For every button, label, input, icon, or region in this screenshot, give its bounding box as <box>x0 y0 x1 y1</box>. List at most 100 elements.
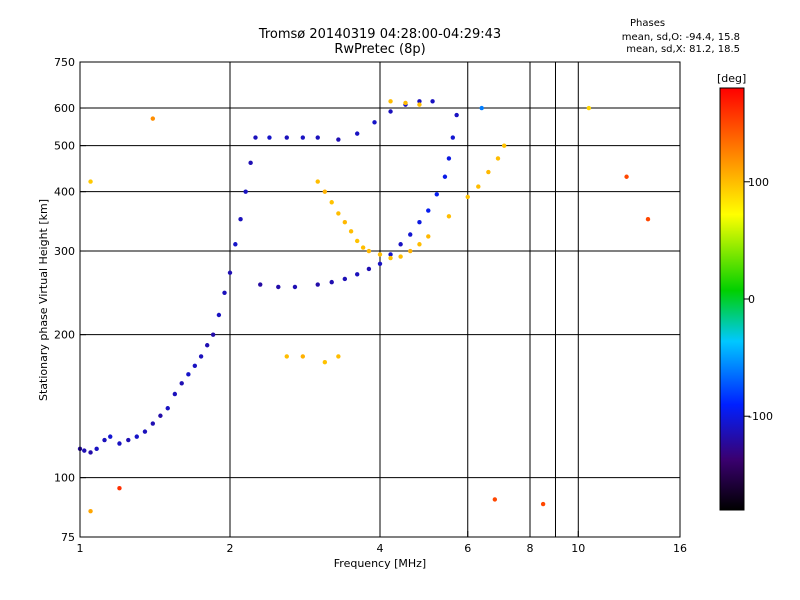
data-point <box>450 135 456 140</box>
data-point <box>426 234 431 239</box>
data-point <box>442 174 448 179</box>
phase-heading: Phases <box>630 18 666 29</box>
data-point <box>336 211 341 216</box>
data-point <box>117 486 122 491</box>
data-point <box>179 381 184 386</box>
data-point <box>238 217 243 222</box>
x-tick-label: 4 <box>377 542 384 555</box>
data-point <box>186 372 191 377</box>
data-point <box>486 169 491 175</box>
data-point <box>417 219 422 225</box>
data-point <box>82 448 87 453</box>
y-axis-label: Stationary phase Virtual Height [km] <box>37 199 50 401</box>
data-point <box>248 160 253 166</box>
data-point <box>446 214 452 219</box>
colorbar-tick-label: -100 <box>748 410 773 423</box>
chart-subtitle: RwPretec (8p) <box>334 42 426 57</box>
data-points <box>77 99 651 514</box>
x-tick-label: 6 <box>464 542 471 555</box>
y-tick-label: 750 <box>54 56 75 69</box>
colorbar-tick-label: 100 <box>748 176 769 189</box>
data-point <box>172 391 178 397</box>
data-point <box>94 446 99 452</box>
data-point <box>454 112 459 118</box>
data-point <box>329 200 334 205</box>
x-tick-label: 2 <box>227 542 234 555</box>
data-point <box>292 284 298 290</box>
y-tick-label: 400 <box>54 186 75 199</box>
data-point <box>388 99 393 104</box>
data-point <box>417 102 422 107</box>
data-point <box>284 354 289 359</box>
data-point <box>586 105 592 111</box>
data-point <box>216 312 222 318</box>
data-point <box>465 194 470 200</box>
y-tick-label: 500 <box>54 140 75 153</box>
data-point <box>398 242 403 247</box>
data-point <box>501 143 507 148</box>
data-point <box>150 421 156 426</box>
data-point <box>645 217 651 222</box>
axis-ticks: 1 2 4 6 8 10 16 75 100 200 300 400 500 600 750 <box>54 56 687 555</box>
data-point <box>267 135 272 140</box>
data-point <box>430 99 435 104</box>
data-point <box>315 135 320 140</box>
data-point <box>253 135 258 140</box>
data-point <box>492 497 498 502</box>
data-point <box>300 135 306 140</box>
y-tick-label: 100 <box>54 472 75 485</box>
data-point <box>417 242 422 247</box>
data-point <box>222 290 227 296</box>
data-point <box>102 437 107 443</box>
data-point <box>150 116 156 121</box>
data-point <box>366 248 372 254</box>
data-point <box>284 135 289 140</box>
data-point <box>336 137 341 142</box>
data-point <box>158 413 163 418</box>
grid-lines <box>80 62 680 537</box>
x-tick-label: 10 <box>571 542 585 555</box>
data-point <box>476 184 481 189</box>
data-point <box>322 360 328 365</box>
data-point <box>388 252 393 257</box>
data-point <box>117 441 122 446</box>
data-point <box>198 354 204 359</box>
data-point <box>540 501 546 507</box>
data-point <box>315 179 320 184</box>
data-point <box>322 189 328 194</box>
data-point <box>388 109 393 114</box>
data-point <box>204 343 210 348</box>
data-point <box>192 363 198 368</box>
data-point <box>354 238 360 244</box>
data-point <box>434 192 439 197</box>
data-point <box>377 252 383 257</box>
data-point <box>336 354 341 359</box>
data-point <box>495 156 501 161</box>
data-point <box>479 105 484 111</box>
phase-line-o: mean, sd,O: -94.4, 15.8 <box>621 32 740 43</box>
data-point <box>342 219 348 225</box>
data-point <box>210 332 216 337</box>
data-point <box>134 434 139 439</box>
data-point <box>398 254 403 259</box>
data-point <box>388 255 393 261</box>
y-tick-label: 300 <box>54 245 75 258</box>
data-point <box>446 156 452 161</box>
data-point <box>165 406 170 411</box>
data-point <box>624 174 629 179</box>
data-point <box>372 120 377 125</box>
data-point <box>276 284 281 290</box>
data-point <box>300 354 306 359</box>
data-point <box>88 508 93 514</box>
phase-line-x: mean, sd,X: 81.2, 18.5 <box>626 44 740 55</box>
data-point <box>258 282 263 287</box>
data-point <box>108 434 113 439</box>
chart-title: Tromsø 20140319 04:28:00-04:29:43 <box>258 27 502 42</box>
data-point <box>354 272 360 277</box>
colorbar-ticks: -100 0 100 <box>744 176 773 423</box>
data-point <box>233 242 238 247</box>
data-point <box>417 99 422 104</box>
colorbar-tick-label: 0 <box>748 293 755 306</box>
data-point <box>408 232 413 237</box>
